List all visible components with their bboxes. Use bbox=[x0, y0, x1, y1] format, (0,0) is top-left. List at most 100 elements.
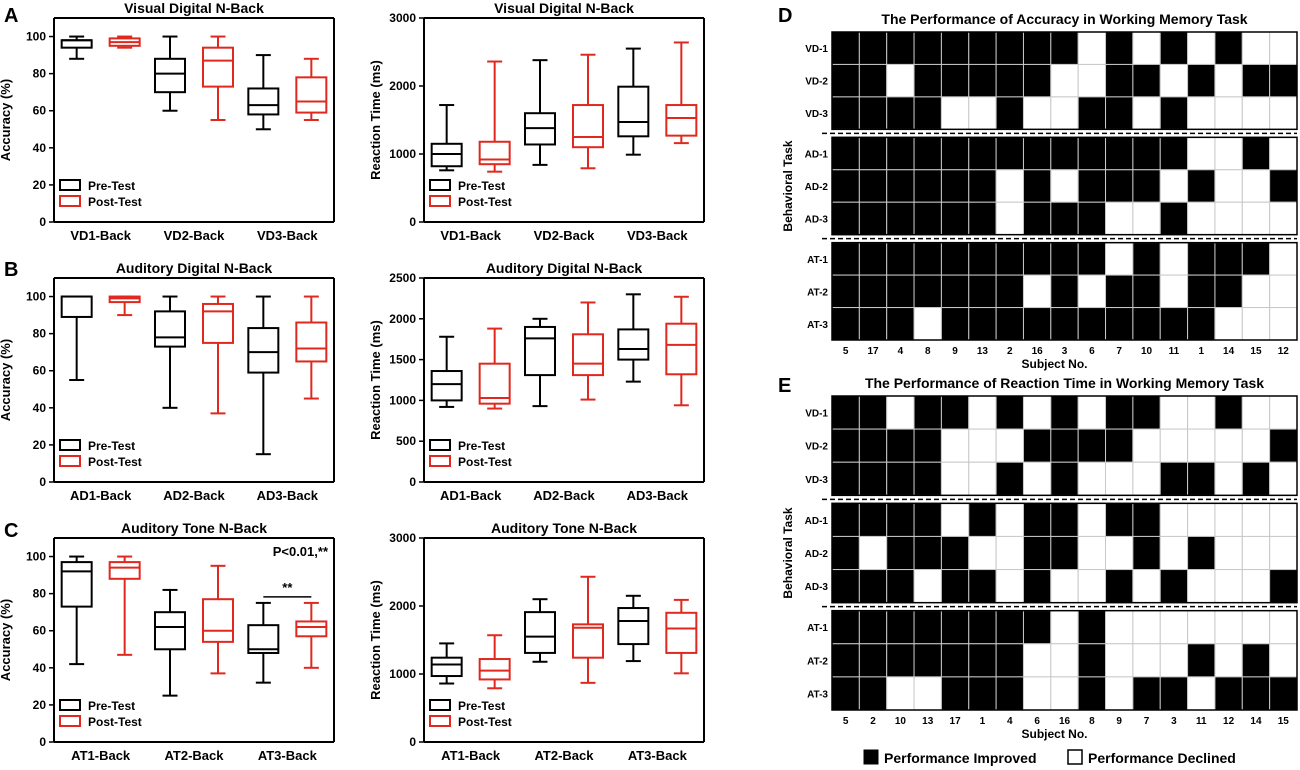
heatmap-cell bbox=[1077, 307, 1107, 341]
y-tick-label: 2000 bbox=[389, 312, 416, 326]
box-body bbox=[154, 310, 186, 348]
heatmap-cell bbox=[913, 63, 942, 98]
column-label: 9 bbox=[952, 346, 958, 357]
y-axis-label: Accuracy (%) bbox=[0, 79, 13, 161]
x-tick-label: VD3-Back bbox=[257, 228, 318, 243]
heatmap-cell bbox=[1050, 31, 1079, 65]
heatmap-cell bbox=[1241, 461, 1271, 496]
box-post bbox=[665, 598, 698, 675]
heatmap-cell bbox=[886, 96, 915, 130]
column-label: 6 bbox=[1089, 346, 1095, 357]
heatmap-cell bbox=[968, 610, 997, 645]
heatmap-cell bbox=[1241, 307, 1271, 341]
column-label: 7 bbox=[1144, 716, 1150, 727]
column-label: 11 bbox=[1169, 346, 1180, 357]
box-post bbox=[478, 634, 511, 690]
heatmap-cell bbox=[940, 461, 970, 496]
legend-swatch bbox=[429, 439, 451, 451]
heatmap-cell bbox=[1132, 274, 1161, 309]
heatmap-cell bbox=[858, 307, 888, 341]
heatmap-cell bbox=[858, 242, 888, 276]
heatmap-cell bbox=[1159, 242, 1189, 276]
heatmap-cell bbox=[1159, 461, 1189, 496]
heatmap-cell bbox=[940, 31, 970, 65]
heatmap-cell bbox=[1214, 502, 1243, 537]
heatmap-cell bbox=[1105, 535, 1134, 571]
heatmap-cell bbox=[1105, 274, 1134, 309]
legend-label: Pre-Test bbox=[88, 179, 135, 193]
heatmap-cell bbox=[1022, 569, 1052, 604]
heatmap-cell bbox=[913, 96, 942, 130]
box-post bbox=[295, 295, 328, 400]
heatmap-cell bbox=[858, 31, 888, 65]
column-label: 14 bbox=[1250, 716, 1262, 727]
box-body bbox=[202, 302, 234, 344]
box-post bbox=[665, 41, 698, 145]
heatmap-cell bbox=[1050, 610, 1079, 645]
box-body bbox=[430, 370, 463, 402]
box-post bbox=[202, 35, 234, 121]
box-pre bbox=[524, 598, 556, 663]
column-label: 12 bbox=[1278, 346, 1290, 357]
y-axis-label: Behavioral Task bbox=[781, 140, 795, 231]
heatmap-cell bbox=[1077, 63, 1107, 98]
box-post bbox=[202, 564, 234, 675]
column-label: 1 bbox=[1198, 346, 1204, 357]
heatmap-cell bbox=[858, 395, 888, 430]
box-body bbox=[430, 142, 463, 168]
y-tick-label: 20 bbox=[33, 698, 47, 712]
box-post bbox=[108, 295, 141, 317]
heatmap-title: The Performance of Accuracy in Working M… bbox=[881, 11, 1247, 27]
panel-letter-a: A bbox=[4, 5, 18, 27]
heatmap-cell bbox=[1050, 136, 1079, 171]
heatmap-cell bbox=[1050, 395, 1079, 430]
legend-label: Post-Test bbox=[458, 195, 512, 209]
heatmap-cell bbox=[1050, 242, 1079, 276]
y-axis-label: Accuracy (%) bbox=[0, 339, 13, 421]
heatmap-cell bbox=[1214, 676, 1243, 711]
box-body bbox=[572, 333, 604, 377]
heatmap-cell bbox=[1214, 461, 1243, 496]
heatmap-cell bbox=[1241, 643, 1271, 678]
heatmap-cell bbox=[858, 676, 888, 711]
heatmap-cell bbox=[913, 242, 942, 276]
box-pre bbox=[154, 35, 186, 112]
heatmap-cell bbox=[968, 535, 997, 571]
heatmap-cell bbox=[1132, 31, 1161, 65]
heatmap-cell bbox=[1187, 461, 1216, 496]
y-tick-label: 2000 bbox=[389, 599, 416, 613]
heatmap-cell bbox=[858, 610, 888, 645]
heatmap-cell bbox=[913, 395, 942, 430]
heatmap-cell bbox=[1241, 676, 1271, 711]
heatmap-cell bbox=[940, 63, 970, 98]
heatmap-cell bbox=[1022, 535, 1052, 571]
column-label: 2 bbox=[1007, 346, 1013, 357]
heatmap-cell bbox=[831, 31, 860, 65]
chart-title: Visual Digital N-Back bbox=[124, 0, 264, 16]
y-tick-label: 40 bbox=[33, 141, 47, 155]
heatmap-cell bbox=[968, 395, 997, 430]
heatmap-cell bbox=[1022, 610, 1052, 645]
box-pre bbox=[617, 293, 650, 383]
heatmap-cell bbox=[1022, 428, 1052, 463]
heatmap-cell bbox=[968, 96, 997, 130]
heatmap-cell bbox=[831, 502, 860, 537]
legend-declined-label: Performance Declined bbox=[1088, 750, 1236, 766]
heatmap-cell bbox=[858, 201, 888, 236]
x-tick-label: AT3-Back bbox=[628, 748, 688, 763]
heatmap-cell bbox=[913, 461, 942, 496]
heatmap-cell bbox=[1187, 428, 1216, 463]
heatmap-cell bbox=[1269, 169, 1298, 203]
y-axis-label: Behavioral Task bbox=[781, 507, 795, 598]
box-body bbox=[572, 104, 604, 149]
heatmap-cell bbox=[940, 535, 970, 571]
heatmap-cell bbox=[1241, 610, 1271, 645]
column-label: 14 bbox=[1223, 346, 1235, 357]
column-label: 5 bbox=[843, 716, 849, 727]
heatmap-cell bbox=[940, 676, 970, 711]
y-tick-label: 3000 bbox=[389, 11, 416, 25]
heatmap-cell bbox=[968, 428, 997, 463]
legend-swatch bbox=[429, 455, 451, 467]
heatmap-cell bbox=[1022, 461, 1052, 496]
group-border bbox=[831, 241, 1298, 341]
